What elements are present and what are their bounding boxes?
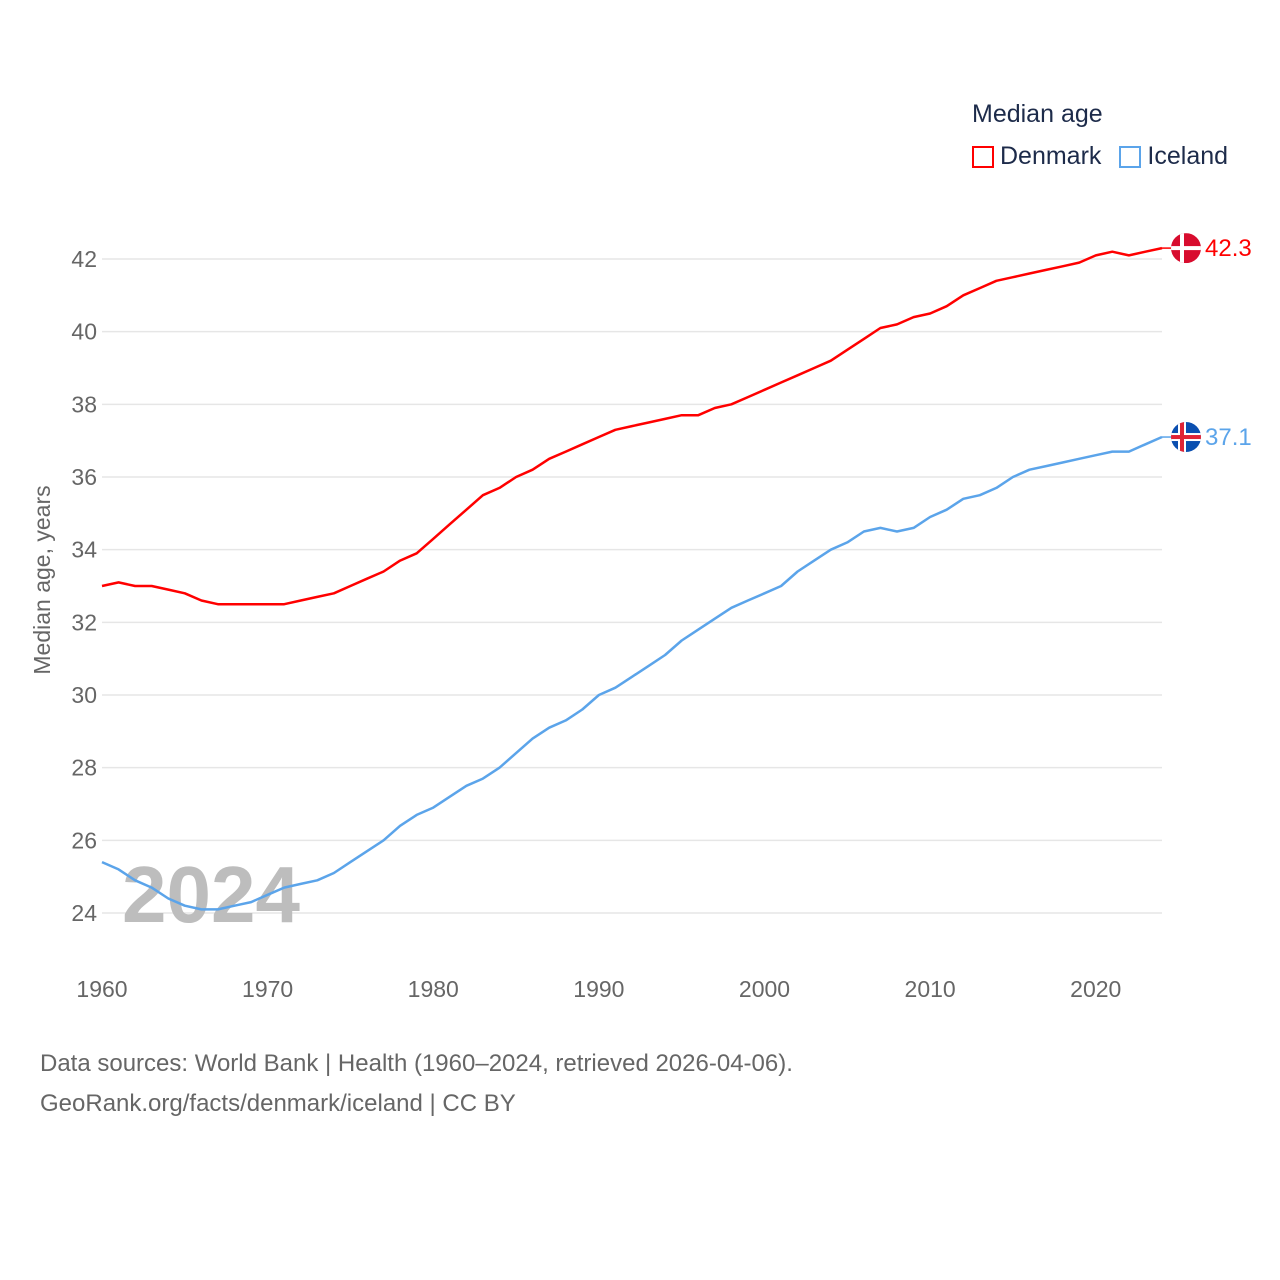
y-tick-label: 42 [71, 246, 97, 272]
y-tick-label: 36 [71, 464, 97, 490]
data-source-text: Data sources: World Bank | Health (1960–… [40, 1050, 793, 1077]
series-lines [101, 246, 1163, 911]
x-tick-label: 1960 [76, 976, 127, 1002]
end-value-label: 42.3 [1205, 235, 1252, 262]
legend-item-denmark[interactable]: Denmark [972, 142, 1101, 171]
y-tick-label: 38 [71, 391, 97, 417]
legend-label: Iceland [1147, 142, 1229, 170]
legend-swatch-iceland [1119, 145, 1142, 168]
legend-label: Denmark [1000, 142, 1102, 170]
x-tick-label: 1980 [408, 976, 459, 1002]
x-tick-label: 2020 [1070, 976, 1121, 1002]
y-tick-label: 32 [71, 609, 97, 635]
series-line-iceland[interactable] [101, 435, 1163, 911]
watermark-year: 2024 [122, 850, 300, 939]
y-tick-label: 34 [71, 537, 97, 563]
y-tick-label: 26 [71, 827, 97, 853]
x-axis-ticks: 1960 1970 1980 1990 2000 2010 2020 [76, 976, 1121, 1002]
x-tick-label: 1990 [573, 976, 624, 1002]
source-link[interactable]: GeoRank.org/facts/denmark/iceland | CC B… [40, 1090, 516, 1117]
legend-title: Median age [972, 100, 1103, 128]
y-axis-label: Median age, years [29, 485, 55, 674]
flag-denmark-icon [1171, 233, 1201, 264]
x-tick-label: 2000 [739, 976, 790, 1002]
y-tick-label: 24 [71, 900, 97, 926]
gridlines [102, 258, 1162, 914]
y-tick-label: 40 [71, 319, 97, 345]
y-tick-label: 28 [71, 755, 97, 781]
x-tick-label: 1970 [242, 976, 293, 1002]
footer: Data sources: World Bank | Health (1960–… [40, 1044, 793, 1124]
legend-item-iceland[interactable]: Iceland [1119, 142, 1228, 171]
y-axis-ticks: 24 26 28 30 32 34 36 38 40 42 [71, 246, 97, 926]
series-end-markers: 42.3 37.1 [1162, 233, 1252, 453]
x-tick-label: 2010 [905, 976, 956, 1002]
end-value-label: 37.1 [1205, 424, 1252, 451]
y-tick-label: 30 [71, 682, 97, 708]
legend: Denmark Iceland [972, 142, 1228, 171]
flag-iceland-icon [1171, 422, 1201, 453]
series-line-denmark[interactable] [101, 246, 1163, 606]
legend-swatch-denmark [972, 145, 994, 168]
